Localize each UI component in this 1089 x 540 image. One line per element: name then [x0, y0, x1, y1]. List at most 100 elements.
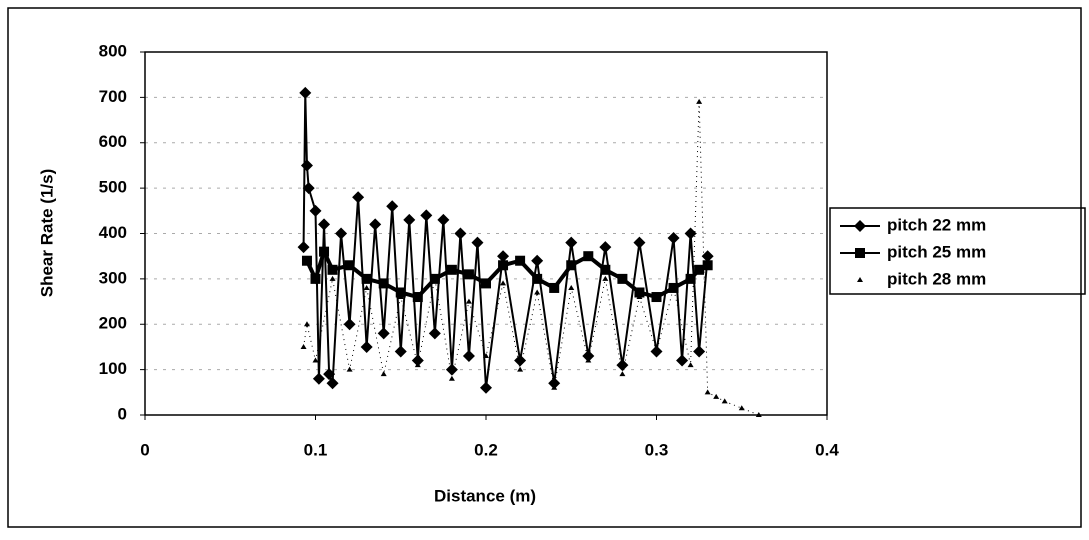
- data-point: [583, 251, 594, 262]
- data-point: [445, 363, 458, 376]
- data-point: [301, 255, 312, 266]
- data-point: [694, 264, 705, 275]
- legend-label: pitch 22 mm: [887, 215, 986, 234]
- data-point: [687, 362, 694, 368]
- data-point: [676, 354, 689, 367]
- data-point: [634, 287, 645, 298]
- data-point: [343, 318, 356, 331]
- data-point: [386, 200, 399, 213]
- data-point: [446, 264, 457, 275]
- data-point: [462, 350, 475, 363]
- y-tick-label: 300: [99, 268, 127, 287]
- data-point: [361, 273, 372, 284]
- data-point: [378, 278, 389, 289]
- data-point: [363, 284, 370, 290]
- data-point: [312, 357, 319, 363]
- data-point: [329, 275, 336, 281]
- data-point: [309, 204, 322, 217]
- data-point: [693, 345, 706, 358]
- data-point: [500, 280, 507, 286]
- data-point: [437, 213, 450, 226]
- data-point: [602, 275, 609, 281]
- data-point: [420, 209, 433, 222]
- data-point: [335, 227, 348, 240]
- data-point: [414, 362, 421, 368]
- data-point: [299, 86, 312, 99]
- data-point: [696, 98, 703, 104]
- data-point: [582, 350, 595, 363]
- data-point: [300, 159, 313, 172]
- x-tick-label: 0.1: [304, 440, 328, 459]
- data-point: [310, 273, 321, 284]
- data-point: [600, 264, 611, 275]
- data-point: [480, 381, 492, 394]
- x-tick-label: 0.4: [815, 440, 839, 459]
- data-point: [755, 412, 762, 417]
- y-tick-label: 400: [99, 223, 127, 242]
- data-point: [380, 371, 387, 377]
- data-point: [465, 298, 472, 304]
- data-point: [431, 275, 438, 281]
- data-point: [531, 254, 544, 267]
- data-point: [428, 327, 441, 340]
- y-tick-label: 200: [99, 314, 127, 333]
- data-point: [412, 292, 423, 303]
- data-point: [549, 282, 560, 293]
- data-point: [481, 278, 491, 289]
- data-point: [369, 218, 382, 231]
- y-tick-label: 0: [118, 404, 127, 423]
- data-point: [551, 384, 558, 390]
- legend-label: pitch 25 mm: [887, 242, 986, 261]
- legend-marker: [855, 248, 865, 258]
- y-tick-label: 800: [99, 41, 127, 60]
- data-point: [463, 269, 474, 280]
- data-point: [534, 289, 541, 295]
- data-point: [713, 393, 720, 399]
- data-point: [702, 260, 713, 271]
- data-point: [701, 250, 714, 263]
- data-point: [411, 354, 424, 367]
- data-point: [352, 191, 365, 204]
- x-tick-label: 0: [140, 440, 149, 459]
- data-point: [670, 284, 677, 290]
- data-point: [721, 398, 728, 404]
- legend-marker: [854, 220, 866, 232]
- y-tick-label: 700: [99, 87, 127, 106]
- data-point: [515, 255, 526, 266]
- data-point: [497, 250, 510, 263]
- x-tick-label: 0.3: [645, 440, 669, 459]
- data-point: [346, 366, 353, 372]
- data-point: [403, 213, 416, 226]
- data-point: [636, 294, 643, 300]
- data-point: [667, 232, 680, 245]
- data-point: [498, 260, 509, 271]
- data-point: [565, 236, 578, 249]
- data-point: [394, 345, 407, 358]
- data-point: [517, 366, 524, 372]
- y-axis-title: Shear Rate (1/s): [37, 169, 56, 298]
- data-point: [454, 227, 467, 240]
- y-tick-label: 100: [99, 359, 127, 378]
- x-axis-title: Distance (m): [434, 486, 536, 505]
- data-point: [397, 294, 404, 300]
- data-point: [319, 246, 330, 257]
- data-point: [585, 357, 592, 363]
- data-point: [514, 354, 527, 367]
- data-point: [566, 260, 577, 271]
- data-point: [653, 348, 660, 354]
- data-point: [684, 227, 697, 240]
- data-point: [619, 371, 626, 377]
- data-point: [532, 273, 543, 284]
- data-point: [548, 377, 561, 390]
- y-tick-label: 600: [99, 132, 127, 151]
- y-tick-label: 500: [99, 178, 127, 197]
- legend-marker: [857, 277, 863, 282]
- x-tick-label: 0.2: [474, 440, 498, 459]
- data-point: [471, 236, 484, 249]
- data-point: [599, 241, 612, 254]
- data-point: [297, 241, 310, 254]
- data-point: [738, 405, 745, 411]
- data-point: [377, 327, 390, 340]
- data-point: [685, 273, 696, 284]
- data-point: [483, 353, 489, 359]
